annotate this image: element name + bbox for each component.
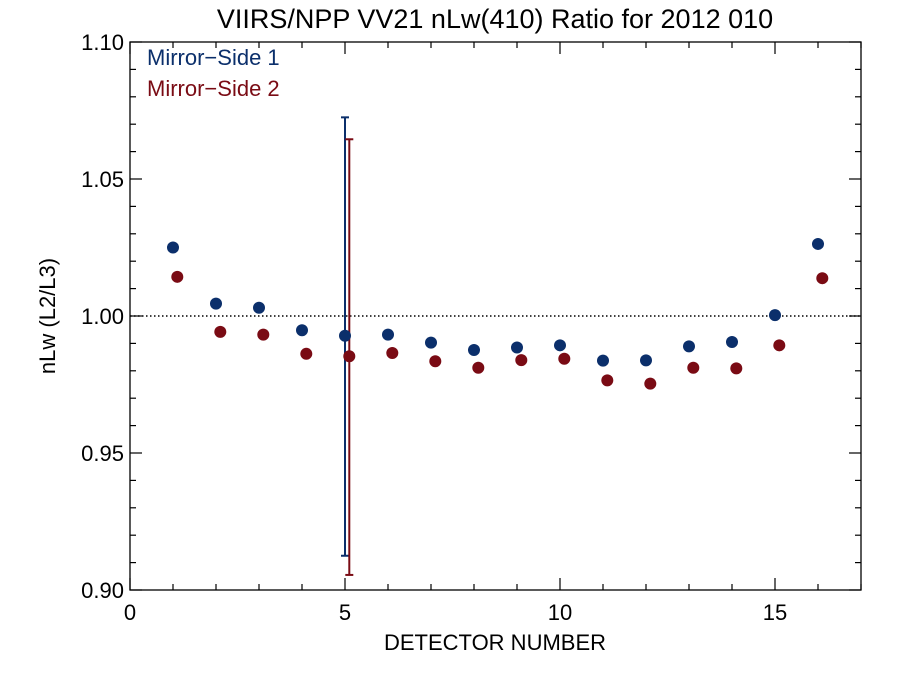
y-tick-label: 1.10: [81, 30, 124, 55]
data-point-series-2: [773, 339, 786, 352]
x-tick-label: 10: [548, 600, 572, 625]
data-point-series-1: [683, 340, 695, 353]
data-point-series-2: [386, 346, 399, 359]
legend-label-mirror-side-1: Mirror−Side 1: [147, 45, 280, 70]
chart-title: VIIRS/NPP VV21 nLw(410) Ratio for 2012 0…: [217, 4, 773, 34]
y-axis: 0.90 0.95 1.00 1.05 1.10: [81, 30, 861, 603]
data-point-series-2: [171, 270, 184, 283]
y-tick-label: 1.00: [81, 304, 124, 329]
y-axis-label: nLw (L2/L3): [35, 258, 60, 374]
data-point-series-1: [640, 354, 652, 367]
y-tick-label: 1.05: [81, 167, 124, 192]
y-tick-label: 0.95: [81, 441, 124, 466]
data-point-series-1: [167, 241, 179, 254]
x-axis: 0 5 10 15: [124, 42, 862, 625]
x-tick-label: 15: [763, 600, 787, 625]
data-point-series-2: [472, 361, 485, 374]
data-point-series-2: [816, 272, 829, 285]
data-point-series-1: [210, 297, 222, 310]
data-point-series-1: [511, 341, 523, 354]
x-tick-label: 0: [124, 600, 136, 625]
data-point-series-1: [597, 354, 609, 367]
data-point-series-2: [343, 350, 356, 363]
data-point-series-2: [687, 361, 700, 374]
y-tick-label: 0.90: [81, 578, 124, 603]
error-bars: [341, 116, 354, 576]
data-point-series-2: [558, 352, 571, 365]
data-point-series-1: [382, 328, 394, 341]
legend-label-mirror-side-2: Mirror−Side 2: [147, 76, 280, 101]
data-point-series-2: [300, 347, 313, 360]
data-point-series-2: [257, 328, 270, 341]
data-point-series-2: [214, 325, 227, 338]
data-point-series-1: [726, 336, 738, 349]
x-axis-label: DETECTOR NUMBER: [384, 630, 606, 655]
data-point-series-2: [429, 355, 442, 368]
data-point-series-2: [730, 362, 743, 375]
data-point-series-2: [644, 377, 657, 390]
data-point-series-1: [296, 324, 308, 337]
data-point-series-1: [812, 237, 824, 250]
x-tick-label: 5: [339, 600, 351, 625]
data-point-series-1: [468, 343, 480, 356]
data-point-series-2: [601, 374, 614, 387]
data-point-series-1: [769, 309, 781, 322]
data-point-series-1: [339, 329, 351, 342]
legend: Mirror−Side 1 Mirror−Side 2: [147, 45, 280, 101]
data-point-series-1: [554, 339, 566, 352]
data-point-series-1: [253, 301, 265, 314]
data-points: [167, 237, 829, 390]
data-point-series-1: [425, 336, 437, 349]
data-point-series-2: [515, 354, 528, 367]
